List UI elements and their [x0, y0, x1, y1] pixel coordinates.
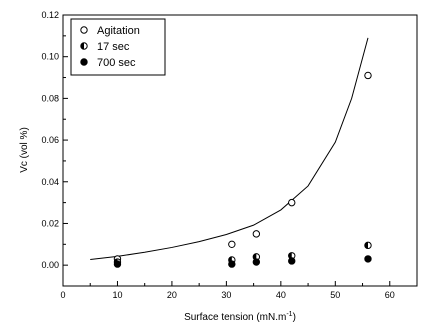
y-tick-label: 0.04	[41, 177, 59, 187]
y-axis-ticks: 0.00 0.02 0.04 0.06 0.08 0.10 0.12	[41, 10, 68, 287]
y-axis-title: Vc (vol %)	[19, 127, 30, 173]
data-point-filled-circle	[113, 260, 122, 268]
x-tick-label: 10	[112, 290, 122, 300]
data-point-filled-circle	[288, 257, 296, 265]
x-axis-ticks: 0 10 20 30 40 50 60	[60, 281, 395, 300]
x-axis-title: Surface tension (mN.m-1)	[184, 311, 296, 323]
legend-label: Agitation	[97, 25, 140, 37]
data-point-open-circle	[364, 71, 372, 80]
legend: Agitation 17 sec 700 sec	[70, 18, 166, 76]
legend-label: 17 sec	[97, 41, 130, 53]
x-tick-label: 20	[167, 290, 177, 300]
data-point-half-filled-circle	[364, 241, 372, 250]
legend-marker	[80, 26, 88, 34]
y-tick-label: 0.06	[41, 135, 59, 145]
x-tick-label: 40	[276, 290, 286, 300]
legend-marker	[80, 58, 88, 66]
legend-marker	[80, 42, 88, 50]
y-tick-label: 0.12	[41, 10, 59, 20]
data-point-open-circle	[228, 240, 236, 249]
y-tick-label: 0.02	[41, 218, 59, 228]
plot-frame	[62, 14, 418, 287]
data-point-filled-circle	[228, 260, 236, 268]
x-tick-label: 50	[330, 290, 340, 300]
y-tick-label: 0.00	[41, 260, 59, 270]
y-tick-label: 0.08	[41, 93, 59, 103]
x-tick-label: 30	[221, 290, 231, 300]
data-point-open-circle	[288, 198, 296, 207]
y-tick-label: 0.10	[41, 52, 59, 62]
fit-curve	[90, 37, 369, 261]
data-point-open-circle	[252, 230, 261, 238]
data-points	[113, 71, 372, 268]
x-tick-label: 60	[385, 290, 395, 300]
legend-label: 700 sec	[97, 57, 136, 69]
data-point-filled-circle	[364, 255, 372, 263]
data-point-filled-circle	[252, 258, 261, 266]
x-tick-label: 0	[60, 290, 65, 300]
